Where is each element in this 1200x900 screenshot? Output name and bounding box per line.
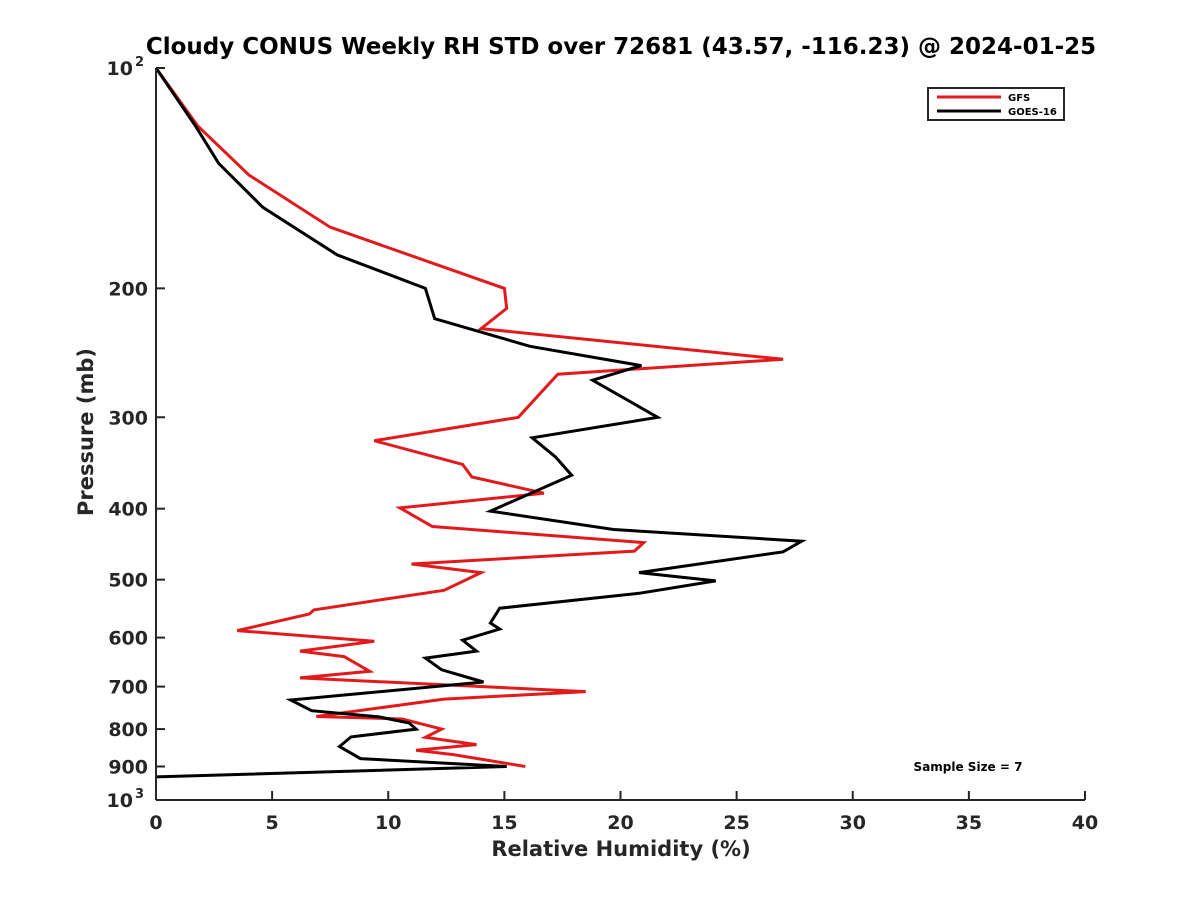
- y-tick-exponent: 3: [135, 787, 144, 802]
- y-tick-label: 600: [108, 628, 148, 650]
- x-tick-label: 25: [723, 812, 749, 834]
- y-tick-label: 900: [108, 757, 148, 779]
- x-axis-label: Relative Humidity (%): [491, 837, 750, 861]
- x-tick-label: 0: [149, 812, 162, 834]
- sample-size-annotation: Sample Size = 7: [914, 760, 1023, 774]
- y-tick-label: 800: [108, 719, 148, 741]
- y-tick-label: 300: [108, 407, 148, 429]
- x-tick-label: 20: [607, 812, 633, 834]
- y-axis-label: Pressure (mb): [74, 348, 98, 516]
- y-tick-label: 10: [107, 58, 133, 80]
- legend: GFS GOES-16: [927, 87, 1065, 121]
- legend-box: [927, 87, 1065, 121]
- legend-label: GOES-16: [1008, 107, 1057, 118]
- y-tick-label: 10: [107, 790, 133, 812]
- x-tick-label: 40: [1072, 812, 1098, 834]
- y-tick-label: 700: [108, 677, 148, 699]
- x-tick-label: 35: [956, 812, 982, 834]
- x-tick-label: 5: [266, 812, 279, 834]
- plot-area: [156, 68, 807, 779]
- y-tick-label: 200: [108, 278, 148, 300]
- y-tick-label: 400: [108, 499, 148, 521]
- series-line-goes-16: [156, 68, 807, 779]
- x-tick-label: 15: [491, 812, 517, 834]
- x-tick-label: 30: [840, 812, 866, 834]
- y-tick-label: 500: [108, 570, 148, 592]
- x-tick-label: 10: [375, 812, 401, 834]
- chart-title: Cloudy CONUS Weekly RH STD over 72681 (4…: [146, 34, 1096, 60]
- legend-label: GFS: [1008, 93, 1030, 104]
- y-tick-exponent: 2: [135, 55, 144, 70]
- series-line-gfs: [156, 68, 784, 768]
